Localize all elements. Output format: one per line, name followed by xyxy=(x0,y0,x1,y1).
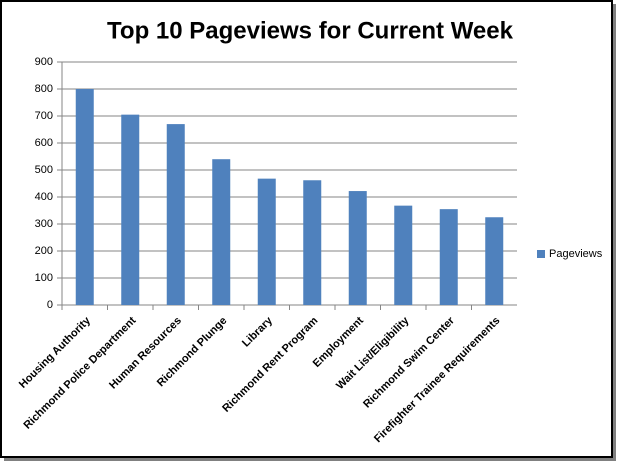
bar xyxy=(121,114,140,306)
bar xyxy=(439,209,458,305)
bar xyxy=(303,180,322,305)
y-tick-label: 100 xyxy=(35,272,53,284)
y-tick-label: 500 xyxy=(35,164,53,176)
legend-label: Pageviews xyxy=(549,248,603,260)
bar xyxy=(485,217,504,305)
y-tick-label: 0 xyxy=(47,299,53,311)
bar xyxy=(257,178,276,305)
y-tick-label: 300 xyxy=(35,218,53,230)
y-tick-label: 900 xyxy=(35,56,53,68)
y-tick-label: 200 xyxy=(35,245,53,257)
y-tick-label: 700 xyxy=(35,110,53,122)
y-tick-label: 600 xyxy=(35,137,53,149)
bar xyxy=(75,89,94,305)
y-tick-label: 400 xyxy=(35,191,53,203)
bar xyxy=(394,205,413,305)
chart-title: Top 10 Pageviews for Current Week xyxy=(107,17,514,44)
legend-swatch xyxy=(537,250,545,258)
bar xyxy=(166,124,185,305)
y-tick-label: 800 xyxy=(35,83,53,95)
bar xyxy=(348,191,367,305)
bar xyxy=(212,159,231,305)
